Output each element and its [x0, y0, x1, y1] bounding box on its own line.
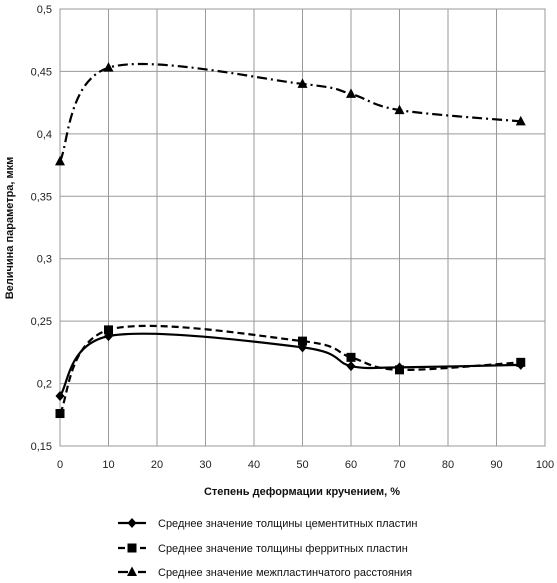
y-tick-label: 0,35 [31, 191, 52, 203]
y-tick-label: 0,3 [37, 254, 52, 266]
x-tick-label: 60 [345, 459, 357, 471]
y-tick-label: 0,5 [37, 4, 52, 16]
x-axis-title: Степень деформации кручением, % [204, 486, 400, 498]
x-tick-label: 30 [199, 459, 211, 471]
data-point-cementite [55, 391, 65, 402]
legend-swatch-marker [127, 543, 137, 553]
data-point-ferrite [516, 357, 526, 367]
legend-swatch-marker [127, 566, 137, 576]
data-point-interlamellar [103, 62, 114, 72]
data-point-interlamellar [55, 155, 65, 166]
data-point-interlamellar [346, 88, 356, 98]
series-line-cementite [59, 332, 521, 397]
x-tick-label: 70 [393, 459, 405, 471]
series-group [55, 62, 526, 419]
legend-swatch-marker [127, 518, 137, 528]
y-tick-label: 0,15 [31, 441, 52, 453]
x-axis-ticks: 0 10 20 30 40 50 60 70 80 90 100 [57, 459, 554, 471]
legend-label: Среднее значение толщины цементитных пла… [158, 518, 417, 530]
y-tick-label: 0,45 [31, 66, 52, 78]
data-point-interlamellar [297, 78, 308, 88]
data-point-ferrite [346, 352, 356, 362]
y-axis-ticks: 0,15 0,2 0,25 0,3 0,35 0,4 0,45 0,5 [31, 4, 52, 453]
y-tick-label: 0,2 [37, 379, 52, 391]
legend-label: Среднее значение толщины ферритных пласт… [158, 543, 408, 555]
data-point-ferrite [104, 325, 113, 335]
legend-item-ferrite: Среднее значение толщины ферритных пласт… [118, 543, 408, 555]
data-point-interlamellar [515, 115, 526, 126]
legend-item-cementite: Среднее значение толщины цементитных пла… [118, 518, 417, 530]
legend: Среднее значение толщины цементитных пла… [118, 518, 417, 579]
x-tick-label: 10 [102, 459, 114, 471]
legend-item-interlamellar: Среднее значение межпластинчатого рассто… [118, 566, 412, 579]
x-tick-label: 0 [57, 459, 63, 471]
x-tick-label: 40 [248, 459, 260, 471]
y-axis-title: Величина параметра, мкм [4, 157, 16, 300]
data-point-interlamellar [394, 104, 405, 115]
series-ferrite [55, 324, 526, 419]
data-point-ferrite [395, 365, 404, 375]
x-tick-label: 50 [296, 459, 308, 471]
x-tick-label: 100 [536, 459, 554, 471]
series-line-ferrite [59, 324, 521, 415]
legend-label: Среднее значение межпластинчатого рассто… [158, 567, 412, 579]
x-tick-label: 90 [490, 459, 502, 471]
data-point-ferrite [55, 409, 65, 419]
y-tick-label: 0,4 [37, 129, 52, 141]
x-tick-label: 20 [151, 459, 163, 471]
x-tick-label: 80 [442, 459, 454, 471]
series-line-interlamellar [58, 62, 521, 162]
data-point-ferrite [298, 336, 307, 346]
series-interlamellar [55, 62, 526, 166]
data-point-cementite [346, 361, 356, 372]
y-tick-label: 0,25 [31, 316, 52, 328]
